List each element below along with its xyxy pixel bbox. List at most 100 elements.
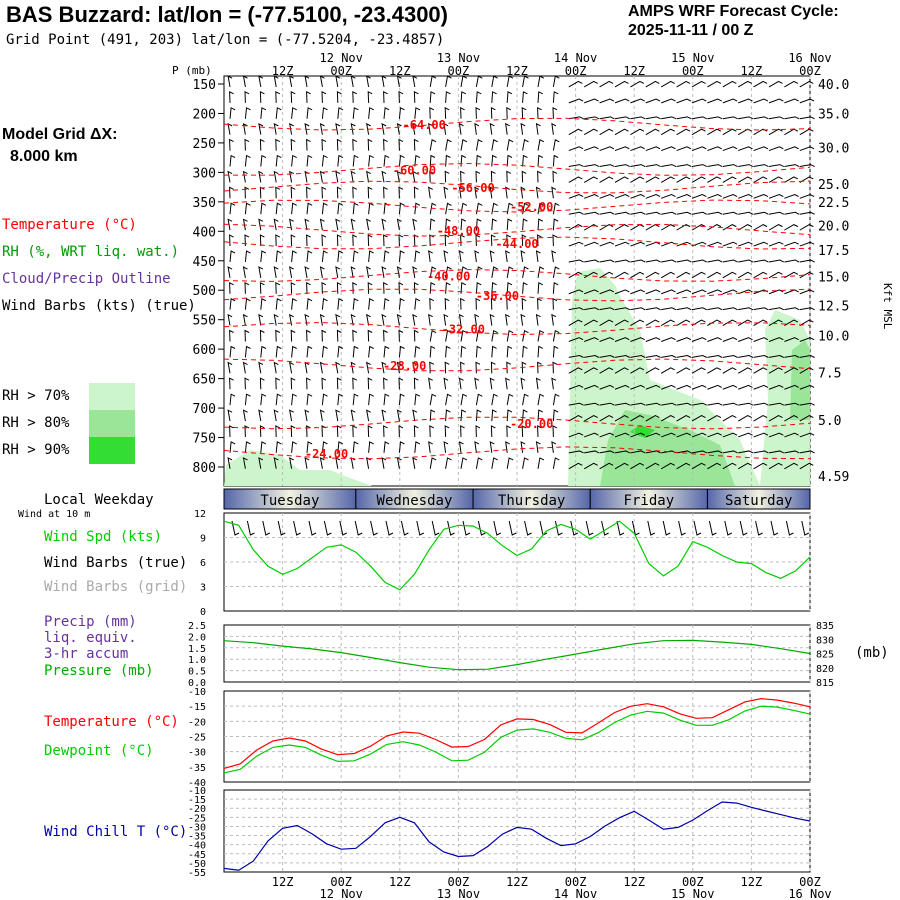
wind-barb [645, 116, 661, 120]
wind-barb [661, 384, 676, 390]
temperature-tick-label: -30 [188, 748, 206, 759]
wind-barb [429, 106, 435, 119]
wind-barb [753, 146, 769, 152]
wind-barb [535, 441, 541, 453]
local-weekday-label: Local Weekday [44, 492, 154, 508]
wind-barb [306, 91, 311, 103]
wind-barb [676, 128, 691, 136]
wind-barb [396, 218, 402, 231]
wind-barb [722, 432, 738, 438]
wind-barb [707, 402, 723, 406]
wind-barb [784, 224, 799, 231]
wind-barb [630, 128, 645, 136]
wind-barb [738, 211, 754, 215]
wind-barb [227, 170, 233, 183]
temperature-contour-line [223, 288, 811, 302]
wind-barb [429, 425, 435, 437]
top-date-label: 12 Nov [320, 51, 363, 65]
pressure-tick-label: 750 [193, 432, 216, 447]
wind-barb [258, 170, 264, 183]
wind-barb [599, 384, 615, 390]
wind-barb [784, 402, 800, 406]
wind-barb [289, 170, 294, 183]
wind-barb [352, 154, 359, 167]
bottom-time-tick-label: 00Z [799, 875, 821, 889]
wind-barb [537, 202, 545, 215]
wind-barb [242, 266, 248, 278]
wind-barb [784, 414, 799, 422]
temperature-contour-line [223, 117, 811, 131]
wind-barb [537, 139, 545, 151]
wind-barb [691, 402, 708, 406]
wind-barb [661, 307, 677, 311]
wind-barb [475, 393, 483, 406]
wind-barb [768, 337, 784, 342]
wind-barb [291, 298, 297, 310]
temperature-tick-label: -25 [188, 733, 206, 744]
wind-barb [398, 202, 405, 215]
wind-barb [568, 193, 584, 199]
wind-barb [645, 128, 660, 136]
wind-barbs-grid-label: Wind Barbs (grid) [44, 579, 188, 595]
wind-barb [614, 354, 631, 358]
wind-barb [506, 170, 512, 183]
wind-speed-line [223, 520, 811, 591]
wind-barb [275, 91, 281, 103]
wind-barb [273, 122, 279, 135]
surface-wind-barb [755, 520, 763, 536]
wind-barb [260, 345, 267, 358]
wind-barb [630, 367, 645, 374]
wind-barb [306, 281, 311, 294]
wind-barb [630, 354, 646, 358]
wind-barb [429, 361, 435, 374]
wind-barb [552, 266, 560, 278]
wind-barb [319, 409, 325, 422]
wind-barb [522, 457, 529, 469]
wind-barb [737, 224, 752, 231]
wind-barb [568, 176, 583, 183]
wind-barb [737, 319, 752, 327]
wind-barb [414, 441, 421, 453]
wind-barb [768, 271, 783, 279]
wind-barb [645, 319, 660, 327]
wind-barb [445, 409, 451, 422]
wind-barb [722, 211, 738, 215]
wind-speed-panel: 0 3 6 9 12 [194, 509, 811, 618]
wind-barb [412, 313, 418, 326]
wind-barb [275, 250, 282, 262]
wind-barb [244, 107, 251, 119]
wind-barb [614, 259, 631, 263]
wind-barb [319, 266, 325, 278]
wind-barb [321, 281, 327, 294]
wind-barb [645, 337, 661, 342]
wind-barb [398, 186, 404, 199]
rh-80-region [790, 340, 810, 420]
wind-barb [537, 154, 544, 167]
surface-wind-barb [724, 520, 733, 536]
wind-barb [273, 218, 279, 231]
wind-barb [475, 425, 481, 437]
wind-barb [352, 345, 359, 358]
wind-barb [676, 414, 691, 422]
wind-barb [460, 329, 468, 342]
wind-barb [321, 329, 327, 342]
wind-barb [738, 259, 754, 263]
wind-barb [260, 107, 267, 119]
wind-barb [350, 313, 356, 326]
wind-barb [505, 186, 510, 199]
top-time-tick-label: 00Z [799, 64, 821, 78]
wind-barb [275, 107, 282, 119]
pressure-axis-title: P (mb) [172, 64, 212, 77]
wind-barb [259, 138, 265, 151]
wind-barb [584, 307, 600, 311]
wind-barb [676, 176, 691, 183]
wind-barb [691, 271, 706, 279]
pressure-line [223, 639, 811, 671]
wind-barb [337, 107, 344, 119]
temperature-contour-line [223, 199, 811, 213]
wind-barb [722, 319, 737, 327]
wind-barb [676, 80, 691, 88]
wind-barb [552, 425, 558, 437]
wind-barb [645, 146, 661, 152]
temperature-contour-label: -48.00 [437, 224, 480, 238]
